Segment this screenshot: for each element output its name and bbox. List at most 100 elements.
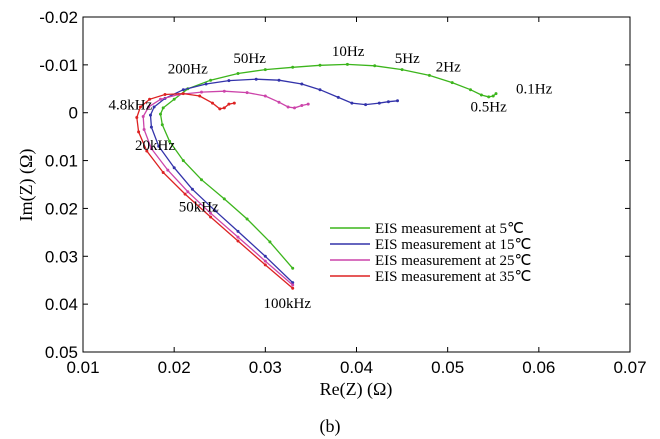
data-point (494, 92, 498, 96)
data-point (157, 144, 161, 148)
data-point (236, 72, 240, 75)
data-point (364, 103, 368, 107)
data-point (227, 79, 231, 83)
frequency-annotation: 100kHz (264, 296, 312, 312)
data-point (487, 95, 491, 99)
data-point (152, 105, 156, 109)
series-line (149, 78, 398, 284)
series-2 (149, 77, 399, 285)
data-point (236, 235, 240, 239)
x-tick-label: 0.07 (613, 358, 646, 377)
data-point (479, 93, 483, 97)
data-point (286, 105, 290, 109)
y-tick-label: -0.02 (39, 8, 78, 27)
data-point (172, 166, 176, 170)
data-point (160, 123, 164, 127)
data-point (350, 101, 354, 105)
y-tick-label: 0 (69, 104, 78, 123)
y-tick-label: 0.04 (45, 295, 78, 314)
y-tick-label: -0.01 (39, 56, 78, 75)
y-axis-label: Im(Z) (Ω) (16, 149, 37, 222)
y-tick-label: 0.03 (45, 247, 78, 266)
data-point (291, 266, 295, 270)
y-tick-label: 0.05 (45, 343, 78, 362)
data-point (373, 64, 377, 68)
data-point (345, 62, 349, 66)
data-point (254, 77, 258, 81)
data-point (291, 283, 295, 287)
data-point (163, 93, 167, 96)
figure-caption: (b) (320, 416, 341, 437)
data-point (263, 254, 267, 258)
data-point (168, 139, 172, 143)
data-point (263, 68, 267, 72)
data-point (400, 68, 404, 72)
data-point (161, 106, 165, 110)
data-point (159, 112, 162, 116)
data-point (166, 168, 170, 172)
data-point (232, 101, 236, 105)
data-point (227, 102, 231, 106)
data-point (277, 100, 281, 104)
data-point (263, 94, 267, 98)
x-axis-label: Re(Z) (Ω) (320, 379, 393, 400)
frequency-annotation: 200Hz (168, 62, 208, 78)
frequency-annotation: 0.5Hz (471, 99, 508, 115)
frequency-annotation: 0.1Hz (516, 82, 553, 98)
data-point (396, 99, 399, 103)
data-point (427, 73, 431, 77)
plot-area (82, 16, 631, 353)
data-point (181, 159, 185, 163)
y-tick-label: 0.01 (45, 152, 78, 171)
data-point (211, 101, 214, 105)
data-point (222, 89, 226, 93)
data-point (190, 187, 194, 191)
data-point (236, 239, 240, 243)
data-point (336, 95, 340, 99)
data-point (222, 197, 226, 201)
data-point (181, 92, 185, 96)
data-point (291, 65, 295, 69)
data-point (149, 113, 152, 117)
data-point (218, 107, 222, 111)
data-point (149, 147, 153, 151)
frequency-annotation: 4.8kHz (109, 97, 153, 113)
data-point (491, 94, 495, 98)
data-point (291, 286, 295, 290)
x-tick-label: 0.02 (158, 358, 191, 377)
data-point (198, 94, 202, 98)
data-point (209, 211, 213, 215)
data-point (200, 90, 203, 94)
data-point (236, 229, 240, 233)
data-point (181, 88, 185, 92)
data-point (137, 130, 141, 134)
data-point (209, 78, 213, 82)
data-point (268, 240, 272, 244)
data-point (245, 91, 249, 95)
axis-ticks: 0.01 0.02 0.03 0.04 0.05 0.06 0.07 -0.02 -0.01 0 0… (39, 8, 646, 377)
data-point (159, 97, 162, 101)
data-point (263, 259, 267, 263)
x-tick-label: 0.01 (66, 358, 99, 377)
y-tick-label: 0.02 (45, 199, 78, 218)
frequency-annotation: 20kHz (135, 138, 175, 154)
data-point (186, 190, 190, 194)
frequency-annotation: 50Hz (233, 51, 266, 67)
data-point (183, 192, 187, 196)
data-point (148, 97, 152, 101)
data-point (377, 101, 381, 105)
data-point (222, 106, 226, 110)
legend-entry: EIS measurement at 5℃ (375, 221, 524, 237)
data-point (245, 217, 249, 221)
data-point (138, 105, 142, 109)
data-point (172, 97, 176, 101)
data-point (149, 125, 153, 129)
x-tick-label: 0.06 (522, 358, 555, 377)
data-point (386, 100, 390, 104)
data-point (293, 106, 296, 110)
frequency-annotations: 10Hz 50Hz 5Hz 2Hz 200Hz 0.1Hz 0.5Hz 4.8kHz 20kHz… (109, 44, 553, 312)
series-group (135, 62, 498, 290)
series-3 (141, 89, 310, 287)
